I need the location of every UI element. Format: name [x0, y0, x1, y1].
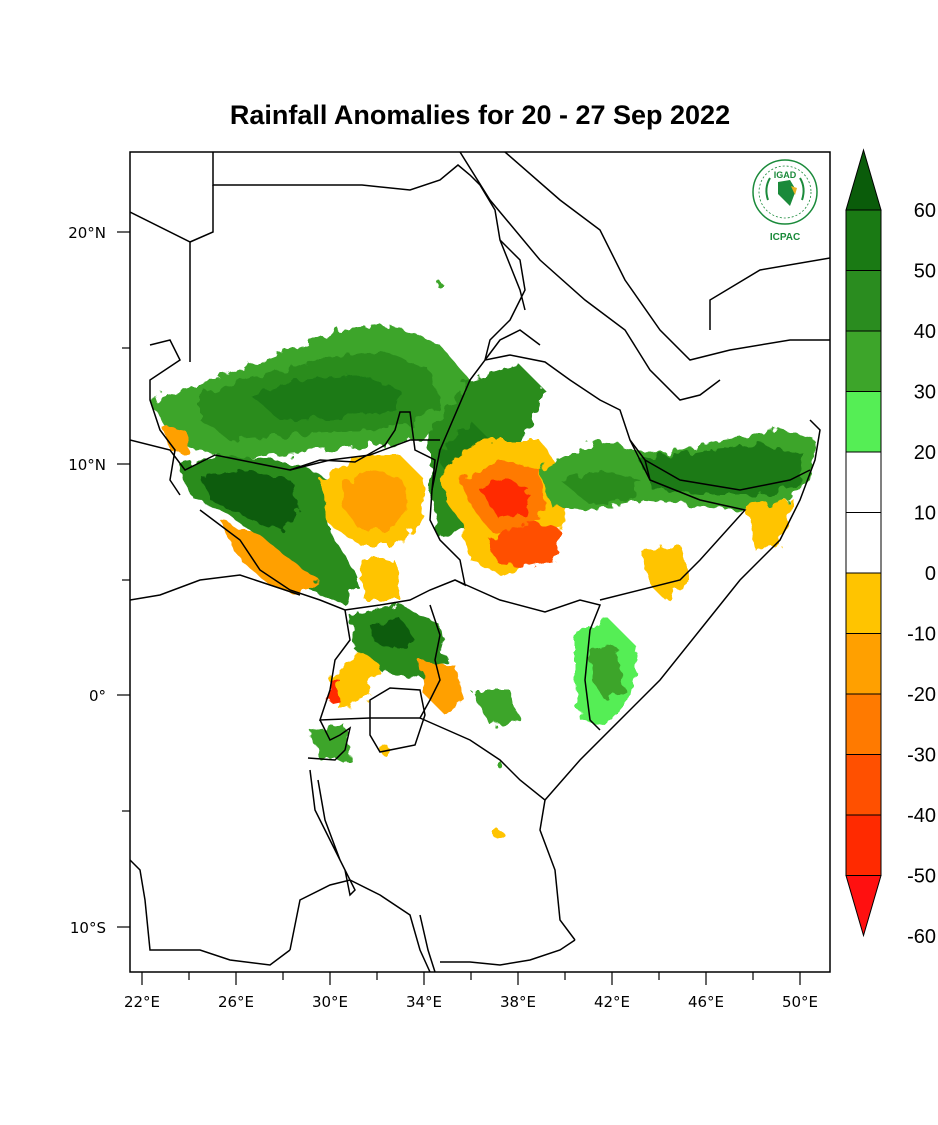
lon-tick-label: 30°E: [312, 993, 348, 1011]
colorbar-label: -50: [907, 866, 936, 888]
colorbar-segment: [845, 512, 882, 574]
colorbar-segment: [845, 572, 882, 634]
colorbar-label: -20: [907, 684, 936, 706]
country-borders: [130, 152, 830, 972]
colorbar-segment: [845, 633, 882, 695]
colorbar-label: 40: [914, 321, 936, 343]
colorbar-label: 60: [914, 200, 936, 222]
igad-icpac-logo: IGAD ICPAC: [752, 159, 818, 243]
lat-tick-label: 0°: [89, 687, 106, 705]
colorbar-arrow-top: [845, 148, 882, 211]
colorbar-segment: [845, 451, 882, 513]
lat-tick-label: 20°N: [68, 224, 106, 242]
colorbar-label: 50: [914, 261, 936, 283]
colorbar-label: -10: [907, 624, 936, 646]
lon-tick-label: 34°E: [406, 993, 442, 1011]
colorbar-label: 10: [914, 503, 936, 525]
lon-tick-marks: [141, 972, 801, 985]
lon-tick-label: 50°E: [782, 993, 818, 1011]
lon-tick-label: 38°E: [500, 993, 536, 1011]
anomaly-field: [150, 282, 815, 841]
colorbar-label: -30: [907, 745, 936, 767]
lat-tick-label: 10°S: [70, 919, 106, 937]
colorbar-label: -60: [907, 926, 936, 948]
colorbar-label: -40: [907, 805, 936, 827]
colorbar-label: 30: [914, 382, 936, 404]
colorbar-arrow-bottom: [845, 875, 882, 938]
logo-top-text: IGAD: [774, 170, 797, 180]
colorbar-segment: [845, 814, 882, 876]
lon-tick-label: 42°E: [594, 993, 630, 1011]
lat-tick-label: 10°N: [68, 456, 106, 474]
map-title: Rainfall Anomalies for 20 - 27 Sep 2022: [229, 100, 731, 130]
colorbar-label: 0: [925, 563, 936, 585]
logo-bottom-text: ICPAC: [770, 232, 800, 243]
lon-tick-label: 46°E: [688, 993, 724, 1011]
lat-tick-labels: 20°N 10°N 0° 10°S: [68, 224, 106, 937]
lat-tick-marks: [117, 231, 130, 928]
colorbar: 60 50 40 30 20 10 0 -10 -20 -30 -40 -50 -60: [845, 148, 936, 948]
lon-tick-label: 26°E: [218, 993, 254, 1011]
colorbar-label: 20: [914, 442, 936, 464]
lon-tick-label: 22°E: [124, 993, 160, 1011]
map-frame: [129, 151, 831, 973]
colorbar-segment: [845, 693, 882, 755]
colorbar-segment: [845, 754, 882, 816]
colorbar-segment: [845, 270, 882, 332]
colorbar-segment: [845, 209, 882, 271]
colorbar-segment: [845, 330, 882, 392]
colorbar-segment: [845, 391, 882, 453]
lon-tick-labels: 22°E 26°E 30°E 34°E 38°E 42°E 46°E 50°E: [124, 993, 818, 1011]
